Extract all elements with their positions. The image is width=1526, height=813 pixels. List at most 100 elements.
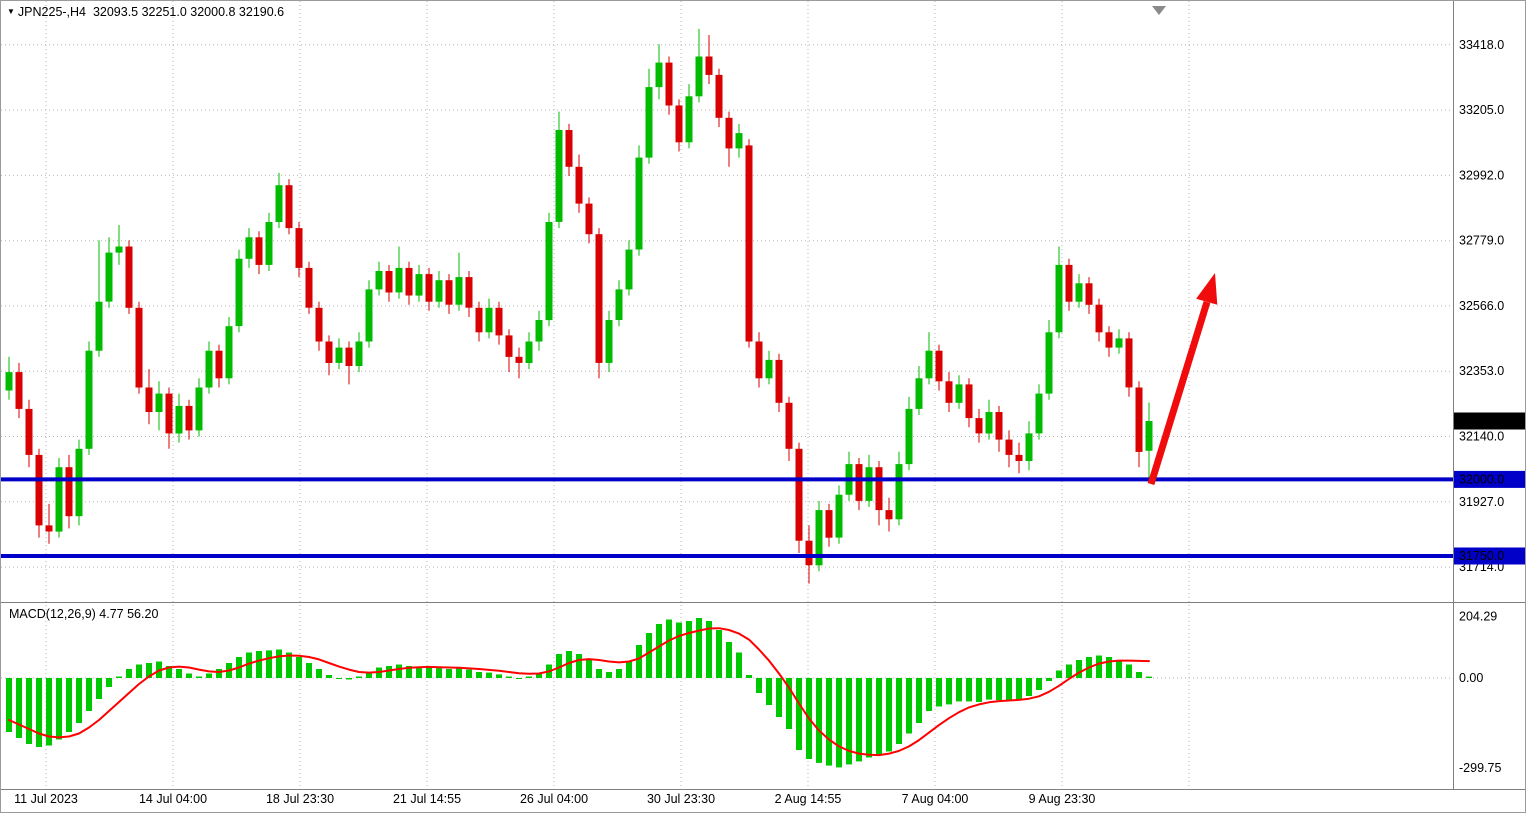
candle-body (575, 166, 583, 204)
candle-body (1015, 454, 1023, 461)
macd-bar (146, 663, 152, 678)
candle-body (185, 405, 193, 431)
macd-bar (26, 678, 32, 744)
symbol-ohlc-text: JPN225-,H4 32093.5 32251.0 32000.8 32190… (17, 5, 285, 19)
macd-bar (106, 678, 112, 687)
macd-bar (56, 678, 62, 740)
macd-bar (786, 678, 792, 729)
candle-body (805, 540, 813, 566)
macd-bar (326, 675, 332, 678)
time-axis-label: 14 Jul 04:00 (139, 792, 207, 806)
candle-body (105, 252, 113, 302)
candle-body (815, 510, 823, 566)
candle-body (605, 320, 613, 363)
candle-body (915, 378, 923, 409)
candle-body (525, 341, 533, 363)
candle-body (1095, 304, 1103, 333)
candle-body (935, 350, 943, 382)
macd-bar (766, 678, 772, 705)
macd-bar (636, 645, 642, 678)
macd-bar (606, 672, 612, 678)
trend-arrow-shaft[interactable] (1147, 300, 1211, 486)
macd-bar (36, 678, 42, 747)
candle-body (545, 222, 553, 321)
macd-bar (676, 622, 682, 678)
candle-body (825, 510, 833, 538)
price-axis-label: 32353.0 (1459, 364, 1504, 378)
candle-body (1065, 264, 1073, 302)
candle-body (325, 341, 333, 363)
price-axis[interactable]: 33418.0 33205.0 32992.0 32779.0 32566.0 32353… (1454, 38, 1526, 574)
candle-body (595, 234, 603, 363)
current-price-badge (1454, 412, 1525, 430)
chart-shift-marker-icon[interactable] (1152, 6, 1166, 15)
price-axis-label: 32140.0 (1459, 430, 1504, 444)
candle-body (305, 267, 313, 308)
macd-bar (1076, 660, 1082, 678)
macd-bar (246, 652, 252, 678)
price-axis-label: 32779.0 (1459, 234, 1504, 248)
macd-bar (356, 676, 362, 678)
candle-body (755, 341, 763, 379)
candle-body (715, 74, 723, 118)
macd-bar (666, 619, 672, 678)
candle-body (995, 412, 1003, 440)
candle-body (1085, 283, 1093, 305)
macd-bar (866, 678, 872, 758)
candle-body (695, 56, 703, 97)
candle-body (55, 467, 63, 532)
candle-body (1125, 338, 1133, 388)
macd-bar (856, 678, 862, 762)
macd-panel: 204.29 0.00 -299.75 (6, 610, 1501, 775)
macd-bar (586, 660, 592, 678)
macd-bar (1066, 664, 1072, 678)
macd-bar (66, 678, 72, 732)
candle-body (655, 62, 663, 88)
macd-bar (1026, 678, 1032, 696)
candle-body (705, 56, 713, 75)
macd-bar (956, 678, 962, 702)
candle-body (665, 62, 673, 106)
candle-body (475, 307, 483, 333)
macd-bar (396, 664, 402, 678)
time-axis[interactable]: 11 Jul 2023 14 Jul 04:00 18 Jul 23:30 21 Ju… (14, 792, 1095, 806)
misc-layer (1152, 6, 1166, 15)
macd-bar (936, 678, 942, 707)
macd-axis-label: 0.00 (1459, 671, 1483, 685)
candle-body (485, 307, 493, 333)
macd-bar (796, 678, 802, 750)
candle-body (725, 117, 733, 149)
macd-bar (336, 678, 342, 679)
macd-bar (406, 666, 412, 678)
candle-body (205, 350, 213, 388)
macd-bar (506, 676, 512, 678)
candle-body (615, 289, 623, 320)
candle-body (225, 326, 233, 379)
candle-body (195, 387, 203, 431)
trend-arrow-head[interactable] (1196, 273, 1218, 305)
candle-body (1005, 439, 1013, 455)
candle-body (965, 384, 973, 419)
candle-body (395, 267, 403, 293)
candle-body (425, 274, 433, 302)
macd-bar (926, 678, 932, 711)
macd-bar (446, 669, 452, 678)
candle-body (255, 237, 263, 265)
time-axis-label: 18 Jul 23:30 (266, 792, 334, 806)
level-price-badge-text: 32000.0 (1459, 473, 1504, 487)
macd-bar (176, 669, 182, 678)
candle-body (505, 335, 513, 357)
candle-body (5, 372, 13, 391)
candle-body (215, 350, 223, 379)
macd-bar (966, 678, 972, 702)
macd-bar (86, 678, 92, 711)
candle-body (375, 271, 383, 290)
time-axis-label: 7 Aug 04:00 (902, 792, 969, 806)
candle-body (65, 467, 73, 517)
candle-body (335, 347, 343, 363)
candle-body (625, 249, 633, 290)
support-lines-layer[interactable] (1, 477, 1453, 558)
candle-body (145, 387, 153, 412)
trend-arrow-layer[interactable] (1147, 273, 1218, 486)
